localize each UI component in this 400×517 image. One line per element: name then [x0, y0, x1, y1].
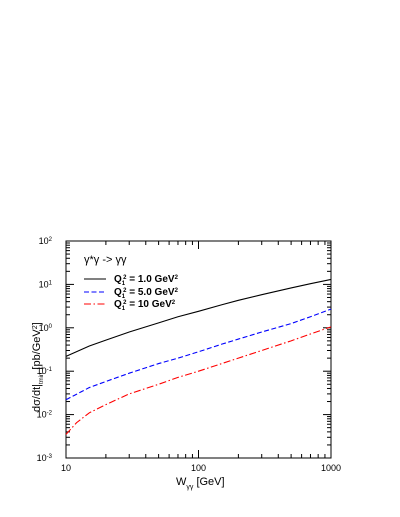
- y-axis-label-sub: tmin: [39, 373, 45, 384]
- legend-label-sup2: 2: [172, 300, 176, 306]
- legend-label-main: Q: [114, 274, 122, 285]
- legend-label-sup: 2: [123, 275, 127, 281]
- y-tick-label-exp: 2: [49, 237, 53, 243]
- legend-label-2: Q12 = 5.0 GeV2: [114, 287, 179, 300]
- y-tick-label: 10-1: [37, 366, 53, 376]
- x-axis-label-main: W: [176, 476, 187, 488]
- y-axis-label-main: dσ/dt|: [31, 384, 43, 412]
- plot-frame: [65, 240, 332, 459]
- y-tick-label-base: 10: [39, 236, 49, 246]
- y-tick-label-base: 10: [37, 366, 47, 376]
- x-tick-label: 100: [191, 463, 206, 473]
- y-tick-label-base: 10: [37, 453, 47, 463]
- y-tick-label-base: 10: [39, 323, 49, 333]
- y-axis-label-unit-sup: 2: [32, 325, 39, 329]
- y-tick-label-base: 10: [37, 410, 47, 420]
- x-axis-label-sub: γγ: [186, 484, 194, 491]
- x-tick-labels: 10 100 1000: [61, 463, 341, 473]
- legend-label-sup: 2: [123, 288, 127, 294]
- series-line-3: [65, 326, 332, 435]
- legend-label-rest: = 5.0 GeV: [126, 287, 174, 298]
- y-tick-label: 100: [39, 323, 53, 333]
- y-axis-label: dσ/dt|tmin [pb/GeV2]: [31, 322, 45, 412]
- process-label: γ*γ -> γγ: [84, 254, 127, 266]
- x-axis-label-unit: [GeV]: [193, 476, 224, 488]
- legend-label-sup2: 2: [175, 288, 179, 294]
- y-tick-label-exp: -1: [47, 367, 53, 373]
- y-axis-label-unit-close: ]: [31, 322, 43, 325]
- legend-label-rest: = 10 GeV: [126, 299, 172, 310]
- y-tick-label-exp: 1: [49, 280, 53, 286]
- legend-label-1: Q12 = 1.0 GeV2: [114, 274, 179, 287]
- axis-ticks: [65, 241, 331, 459]
- legend-label-sub: 1: [122, 306, 126, 312]
- legend-label-sub: 1: [122, 281, 126, 287]
- y-axis-label-unit: [pb/GeV: [31, 329, 43, 373]
- y-tick-label: 102: [39, 236, 53, 246]
- series-line-2: [65, 308, 332, 401]
- x-axis-label: Wγγ [GeV]: [176, 476, 225, 491]
- legend-label-sub: 1: [122, 294, 126, 300]
- legend-label-main: Q: [114, 287, 122, 298]
- y-tick-label: 10-3: [37, 453, 53, 463]
- y-tick-label-exp: -3: [47, 454, 53, 460]
- y-tick-label: 101: [39, 279, 53, 289]
- x-tick-label: 1000: [321, 463, 341, 473]
- legend-label-main: Q: [114, 299, 122, 310]
- y-tick-label-exp: 0: [49, 324, 53, 330]
- y-tick-label-base: 10: [39, 279, 49, 289]
- legend-label-sup: 2: [123, 300, 127, 306]
- series-lines: [65, 278, 332, 435]
- y-tick-label-exp: -2: [47, 411, 53, 417]
- y-tick-label: 10-2: [37, 410, 53, 420]
- legend-label-sup2: 2: [175, 275, 179, 281]
- series-line-1: [65, 278, 332, 357]
- x-tick-label: 10: [61, 463, 71, 473]
- legend-label-3: Q12 = 10 GeV2: [114, 299, 176, 312]
- legend-label-rest: = 1.0 GeV: [126, 274, 174, 285]
